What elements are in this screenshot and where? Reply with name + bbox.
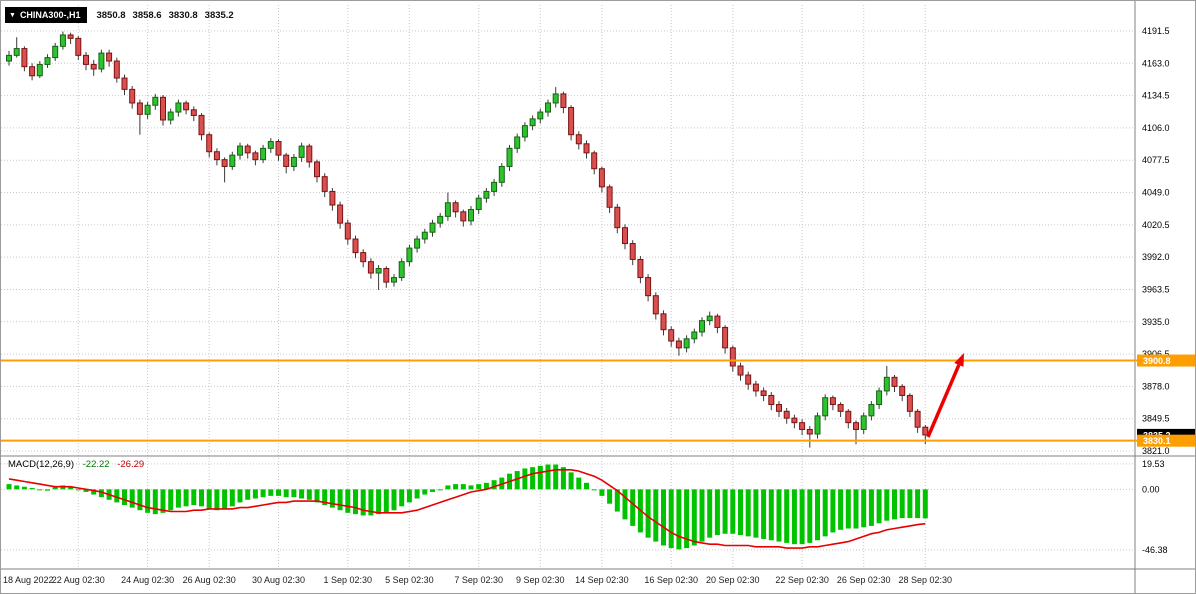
svg-text:16 Sep 02:30: 16 Sep 02:30 <box>644 575 698 585</box>
svg-text:3992.0: 3992.0 <box>1142 252 1170 262</box>
level-price-badge: 3830.1 <box>1137 434 1195 447</box>
svg-text:19.53: 19.53 <box>1142 459 1165 469</box>
svg-text:18 Aug 2022: 18 Aug 2022 <box>3 575 54 585</box>
svg-text:4049.0: 4049.0 <box>1142 188 1170 198</box>
svg-text:4134.5: 4134.5 <box>1142 91 1170 101</box>
svg-text:28 Sep 02:30: 28 Sep 02:30 <box>899 575 953 585</box>
price-axis: 4191.5 4163.0 4134.5 4106.0 4077.5 4049.0 4020… <box>1142 26 1170 456</box>
svg-text:9 Sep 02:30: 9 Sep 02:30 <box>516 575 565 585</box>
candles <box>6 31 929 448</box>
level-price-badge: 3900.8 <box>1137 354 1195 367</box>
ohlc-low: 3830.8 <box>168 9 198 21</box>
svg-text:24 Aug 02:30: 24 Aug 02:30 <box>121 575 174 585</box>
svg-text:3900.8: 3900.8 <box>1143 356 1171 366</box>
macd-indicator-label: MACD(12,26,9) -22.22 -26.29 <box>8 459 144 470</box>
ohlc-high: 3858.6 <box>132 9 162 21</box>
svg-text:3906.5: 3906.5 <box>1142 349 1170 359</box>
symbol-timeframe-label: CHINA300-,H1 <box>19 10 81 20</box>
svg-text:5 Sep 02:30: 5 Sep 02:30 <box>385 575 434 585</box>
macd-panel: 19.53 0.00 -46.38 <box>1 459 1168 555</box>
svg-text:30 Aug 02:30: 30 Aug 02:30 <box>252 575 305 585</box>
ohlc-close: 3835.2 <box>204 9 234 21</box>
svg-text:26 Aug 02:30: 26 Aug 02:30 <box>183 575 236 585</box>
svg-text:3935.0: 3935.0 <box>1142 317 1170 327</box>
macd-signal-line <box>8 468 926 549</box>
svg-text:4106.0: 4106.0 <box>1142 123 1170 133</box>
svg-text:1 Sep 02:30: 1 Sep 02:30 <box>324 575 373 585</box>
ohlc-open: 3850.8 <box>96 9 126 21</box>
svg-text:4163.0: 4163.0 <box>1142 58 1170 68</box>
macd-histogram <box>6 464 928 550</box>
symbol-ohlc-overlay: ▼ CHINA300-,H1 3850.8 3858.6 3830.8 3835… <box>5 7 234 23</box>
svg-text:4077.5: 4077.5 <box>1142 155 1170 165</box>
macd-main-value: -22.22 <box>82 459 110 470</box>
svg-text:22 Sep 02:30: 22 Sep 02:30 <box>775 575 829 585</box>
svg-text:-46.38: -46.38 <box>1142 545 1168 555</box>
dropdown-triangle-icon: ▼ <box>9 11 16 19</box>
trend-arrow[interactable] <box>926 353 964 438</box>
svg-text:4191.5: 4191.5 <box>1142 26 1170 36</box>
level-lines[interactable] <box>1 359 1196 442</box>
svg-text:14 Sep 02:30: 14 Sep 02:30 <box>575 575 629 585</box>
macd-name: MACD(12,26,9) <box>8 459 74 470</box>
symbol-label-box[interactable]: ▼ CHINA300-,H1 <box>5 7 88 23</box>
ohlc-values: 3850.8 3858.6 3830.8 3835.2 <box>96 10 233 21</box>
svg-text:3963.5: 3963.5 <box>1142 284 1170 294</box>
svg-text:4020.5: 4020.5 <box>1142 220 1170 230</box>
svg-text:3849.5: 3849.5 <box>1142 414 1170 424</box>
svg-text:26 Sep 02:30: 26 Sep 02:30 <box>837 575 891 585</box>
svg-text:22 Aug 02:30: 22 Aug 02:30 <box>52 575 105 585</box>
svg-text:7 Sep 02:30: 7 Sep 02:30 <box>454 575 503 585</box>
svg-text:3878.0: 3878.0 <box>1142 381 1170 391</box>
svg-text:20 Sep 02:30: 20 Sep 02:30 <box>706 575 760 585</box>
svg-text:0.00: 0.00 <box>1142 484 1160 494</box>
macd-signal-value: -26.29 <box>117 459 145 470</box>
svg-text:3821.0: 3821.0 <box>1142 446 1170 456</box>
grid <box>1 5 1135 569</box>
svg-text:3830.1: 3830.1 <box>1143 436 1171 446</box>
